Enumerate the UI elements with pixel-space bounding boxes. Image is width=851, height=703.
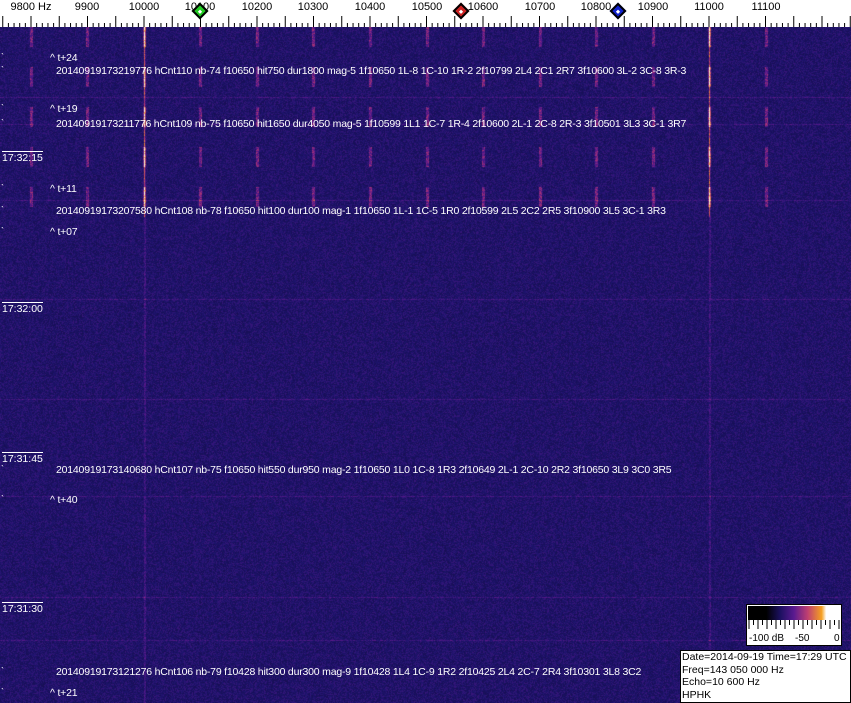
detection-line: 20140919173219776 hCnt110 nb-74 f10650 h… [56, 65, 687, 77]
detection-line: 20140919173207580 hCnt108 nb-78 f10650 h… [56, 205, 666, 217]
offset-label: ^ t+11 [50, 183, 77, 195]
freq-label: 10800 [580, 1, 612, 13]
event-tick: ` [1, 183, 4, 193]
freq-label: 11000 [694, 1, 724, 13]
event-tick: ` [1, 464, 4, 474]
event-tick: ` [1, 666, 4, 676]
freq-label: 9900 [74, 1, 100, 13]
freq-label: 10500 [411, 1, 443, 13]
event-tick: ` [1, 52, 4, 62]
time-label: 17:32:00 [2, 302, 43, 315]
offset-label: ^ t+40 [50, 494, 78, 506]
offset-label: ^ t+07 [50, 226, 78, 238]
detection-line: 20140919173121276 hCnt106 nb-79 f10428 h… [56, 666, 642, 678]
freq-label: 11100 [751, 1, 781, 13]
event-tick: ` [1, 226, 4, 236]
freq-label: 10300 [297, 1, 329, 13]
echo-frequency: Echo=10 600 Hz [682, 676, 760, 688]
event-tick: ` [1, 494, 4, 504]
scale-ticks [748, 620, 840, 629]
offset-label: ^ t+24 [50, 52, 78, 64]
scale-mid-label: -50 [795, 633, 810, 644]
scale-min-label: -100 dB [749, 633, 785, 644]
freq-label: 10200 [241, 1, 273, 13]
freq-label: 10000 [128, 1, 160, 13]
freq-label: 10600 [467, 1, 499, 13]
info-box: Date=2014-09-19 Time=17:29 UTC Freq=143 … [680, 650, 851, 703]
station: HPHK [682, 688, 712, 701]
time-label: 17:32:15 [2, 151, 43, 164]
event-tick: ` [1, 118, 4, 128]
detection-line: 20140919173140680 hCnt107 nb-75 f10650 h… [56, 464, 672, 476]
frequency: Freq=143 050 000 Hz [682, 663, 784, 676]
event-tick: ` [1, 65, 4, 75]
time-label: 17:31:30 [2, 602, 43, 615]
offset-label: ^ t+21 [50, 687, 78, 699]
event-tick: ` [1, 205, 4, 215]
scale-max-label: 0 [834, 633, 840, 644]
event-tick: ` [1, 687, 4, 697]
time-label: 17:31:45 [2, 452, 43, 465]
freq-label: 10700 [524, 1, 556, 13]
offset-label: ^ t+19 [50, 103, 78, 115]
date-time: Date=2014-09-19 Time=17:29 UTC [682, 651, 847, 663]
color-gradient [748, 606, 840, 620]
freq-label: 9800 Hz [10, 1, 52, 13]
detection-line: 20140919173211776 hCnt109 nb-75 f10650 h… [56, 118, 687, 130]
freq-label: 10900 [637, 1, 669, 13]
frequency-ruler: 9800 Hz 9900 10000 10100 10200 10300 104… [0, 0, 851, 30]
event-tick: ` [1, 103, 4, 113]
color-scale: -100 dB -50 0 [746, 604, 842, 646]
spectrogram [0, 27, 851, 703]
freq-label: 10400 [354, 1, 386, 13]
